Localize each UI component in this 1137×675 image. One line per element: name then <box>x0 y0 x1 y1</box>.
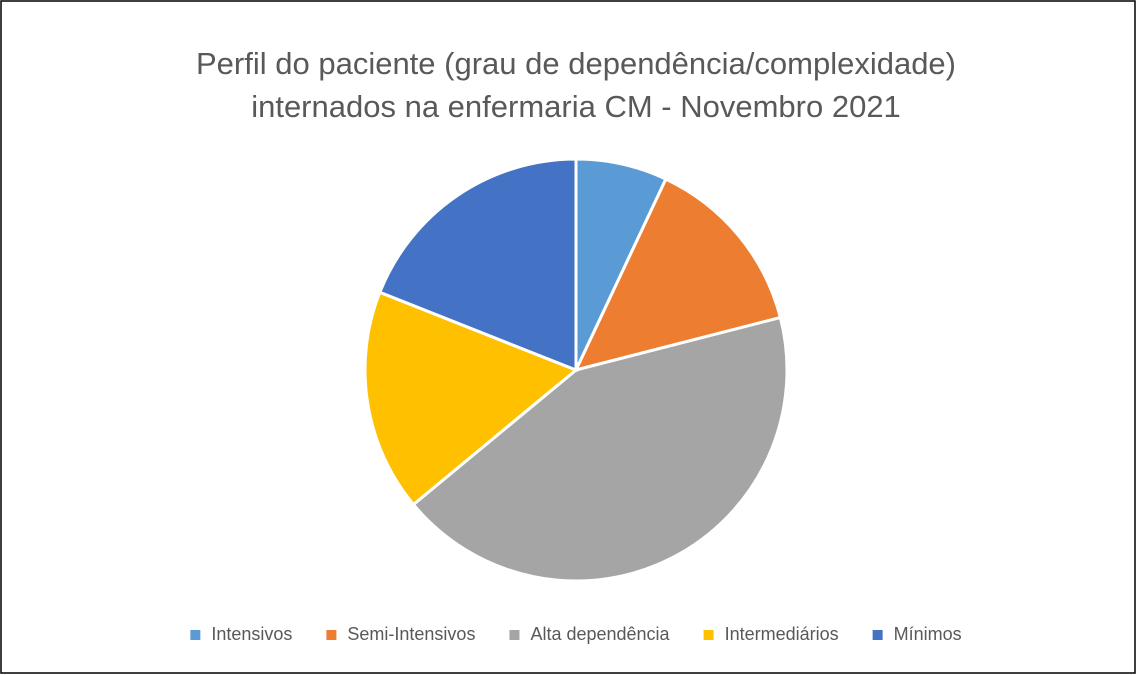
legend-swatch <box>190 630 201 640</box>
pie-slice <box>363 290 579 507</box>
legend-label: Semi-Intensivos <box>347 624 475 644</box>
legend-swatch <box>509 630 520 640</box>
legend-label: Alta dependência <box>530 624 670 644</box>
pie-slice <box>411 315 789 583</box>
chart-title: Perfil do paciente (grau de dependência/… <box>196 46 956 81</box>
legend-label: Intermediários <box>725 624 839 644</box>
chart-title: internados na enfermaria CM - Novembro 2… <box>251 89 901 124</box>
legend-label: Intensivos <box>211 624 292 644</box>
legend-swatch <box>703 630 714 640</box>
legend-swatch <box>326 630 337 640</box>
legend-label: Mínimos <box>894 624 962 644</box>
pie-slice <box>573 177 783 373</box>
pie-slice <box>377 157 578 373</box>
legend-swatch <box>872 630 883 640</box>
